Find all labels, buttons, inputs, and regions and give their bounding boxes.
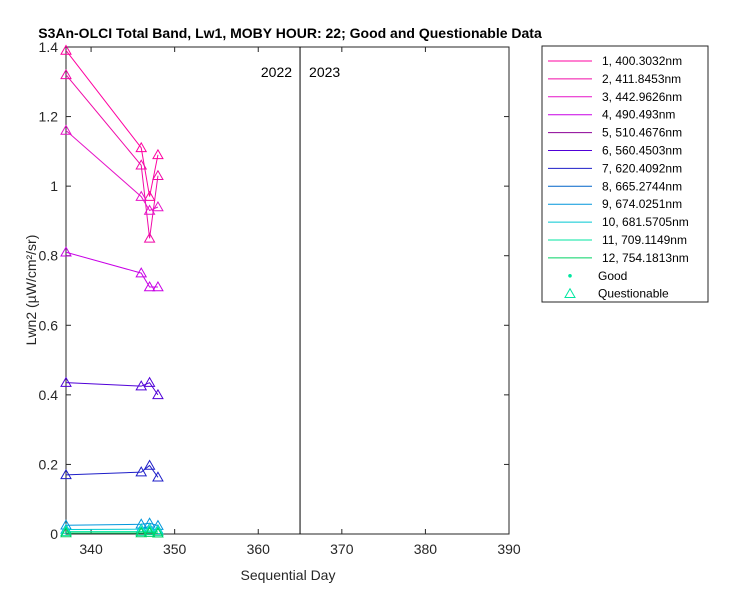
series-line <box>66 532 158 534</box>
y-tick-label: 0 <box>50 526 58 542</box>
series-group <box>60 124 164 215</box>
x-axis: 340 350 360 370 380 390 <box>79 47 521 557</box>
series-group <box>60 459 164 482</box>
series-group <box>60 44 164 201</box>
data-point-questionable <box>135 190 148 201</box>
data-point-questionable <box>152 388 164 400</box>
y-tick-label: 0.2 <box>39 456 59 472</box>
legend-label: 2, 411.8453nm <box>602 72 681 86</box>
data-point-questionable <box>152 525 164 537</box>
series-group <box>60 376 164 400</box>
data-point-questionable <box>60 246 72 257</box>
x-tick-label: 350 <box>163 541 187 557</box>
legend-label: 7, 620.4092nm <box>602 161 682 175</box>
data-point-questionable <box>135 159 148 170</box>
data-point-questionable <box>143 281 156 292</box>
year-divider: 2022 2023 <box>261 47 340 534</box>
series-line <box>66 530 159 533</box>
data-point-questionable <box>152 471 164 482</box>
series-line <box>65 527 159 531</box>
series-line <box>65 50 159 197</box>
data-point-questionable <box>135 141 148 153</box>
data-point-questionable <box>143 204 156 215</box>
x-tick-label: 340 <box>79 541 103 557</box>
data-point-questionable <box>135 380 148 391</box>
data-point-questionable <box>60 124 72 135</box>
series-group <box>60 526 164 538</box>
legend-label-good: Good <box>598 269 627 283</box>
data-point-questionable <box>60 526 72 538</box>
series-layer <box>60 44 164 538</box>
data-point-questionable <box>143 526 156 537</box>
year-label-left: 2022 <box>261 64 292 80</box>
chart-title: S3An-OLCI Total Band, Lw1, MOBY HOUR: 22… <box>38 25 542 41</box>
data-point-questionable <box>143 459 156 470</box>
legend-label: 11, 709.1149nm <box>602 233 687 247</box>
plot-area <box>65 46 510 535</box>
y-tick-label: 0.8 <box>39 248 59 264</box>
legend-label: 9, 674.0251nm <box>602 197 682 211</box>
legend-label: 10, 681.5705nm <box>602 215 689 229</box>
y-tick-label: 0.6 <box>39 317 59 333</box>
questionable-marker-icon <box>564 287 576 298</box>
legend-label: 1, 400.3032nm <box>602 54 682 68</box>
good-marker-icon <box>568 274 572 278</box>
data-point-questionable <box>60 525 72 536</box>
legend-label: 4, 490.493nm <box>602 108 675 122</box>
legend-label: 12, 754.1813nm <box>602 251 689 265</box>
data-point-questionable <box>143 232 156 243</box>
data-point-questionable <box>152 148 164 160</box>
data-point-questionable <box>135 466 148 477</box>
data-point-questionable <box>143 376 156 387</box>
y-tick-label: 1.4 <box>39 39 59 55</box>
data-point-questionable <box>152 169 164 180</box>
data-point-questionable <box>143 524 156 536</box>
data-point-questionable <box>152 523 164 535</box>
data-point-questionable <box>60 468 72 480</box>
year-label-right: 2023 <box>309 64 340 80</box>
data-point-questionable <box>135 525 148 536</box>
data-point-questionable <box>152 527 164 538</box>
series-line <box>65 74 159 239</box>
legend-label: 5, 510.4676nm <box>602 126 682 140</box>
y-axis-label: Lwn2 (µW/cm²/sr) <box>23 235 39 346</box>
legend-label: 6, 560.4503nm <box>602 144 682 158</box>
x-tick-label: 370 <box>330 541 354 557</box>
legend-box <box>541 45 709 303</box>
data-point-questionable <box>135 526 148 538</box>
legend-label: 3, 442.9626nm <box>602 90 682 104</box>
legend-label-questionable: Questionable <box>598 287 669 301</box>
data-point-questionable <box>135 267 148 278</box>
legend: 1, 400.3032nm 2, 411.8453nm 3, 442.9626nm 4… <box>541 45 709 303</box>
data-point-questionable <box>152 281 164 292</box>
series-group <box>60 246 164 292</box>
x-tick-label: 380 <box>414 541 438 557</box>
x-axis-label: Sequential Day <box>241 567 336 583</box>
series-group <box>60 524 164 537</box>
y-tick-label: 0.4 <box>39 387 59 403</box>
data-point-questionable <box>152 201 164 212</box>
y-tick-label: 1 <box>50 178 58 194</box>
series-line <box>65 522 159 527</box>
series-line <box>65 251 158 288</box>
y-tick-label: 1.2 <box>39 109 59 125</box>
x-tick-label: 390 <box>497 541 521 557</box>
data-point-questionable <box>60 376 72 387</box>
series-group <box>60 68 164 243</box>
data-point-questionable <box>143 190 156 201</box>
legend-label: 8, 665.2744nm <box>602 179 682 193</box>
x-tick-label: 360 <box>247 541 271 557</box>
data-point-questionable <box>60 68 72 80</box>
data-point-questionable <box>60 44 72 55</box>
